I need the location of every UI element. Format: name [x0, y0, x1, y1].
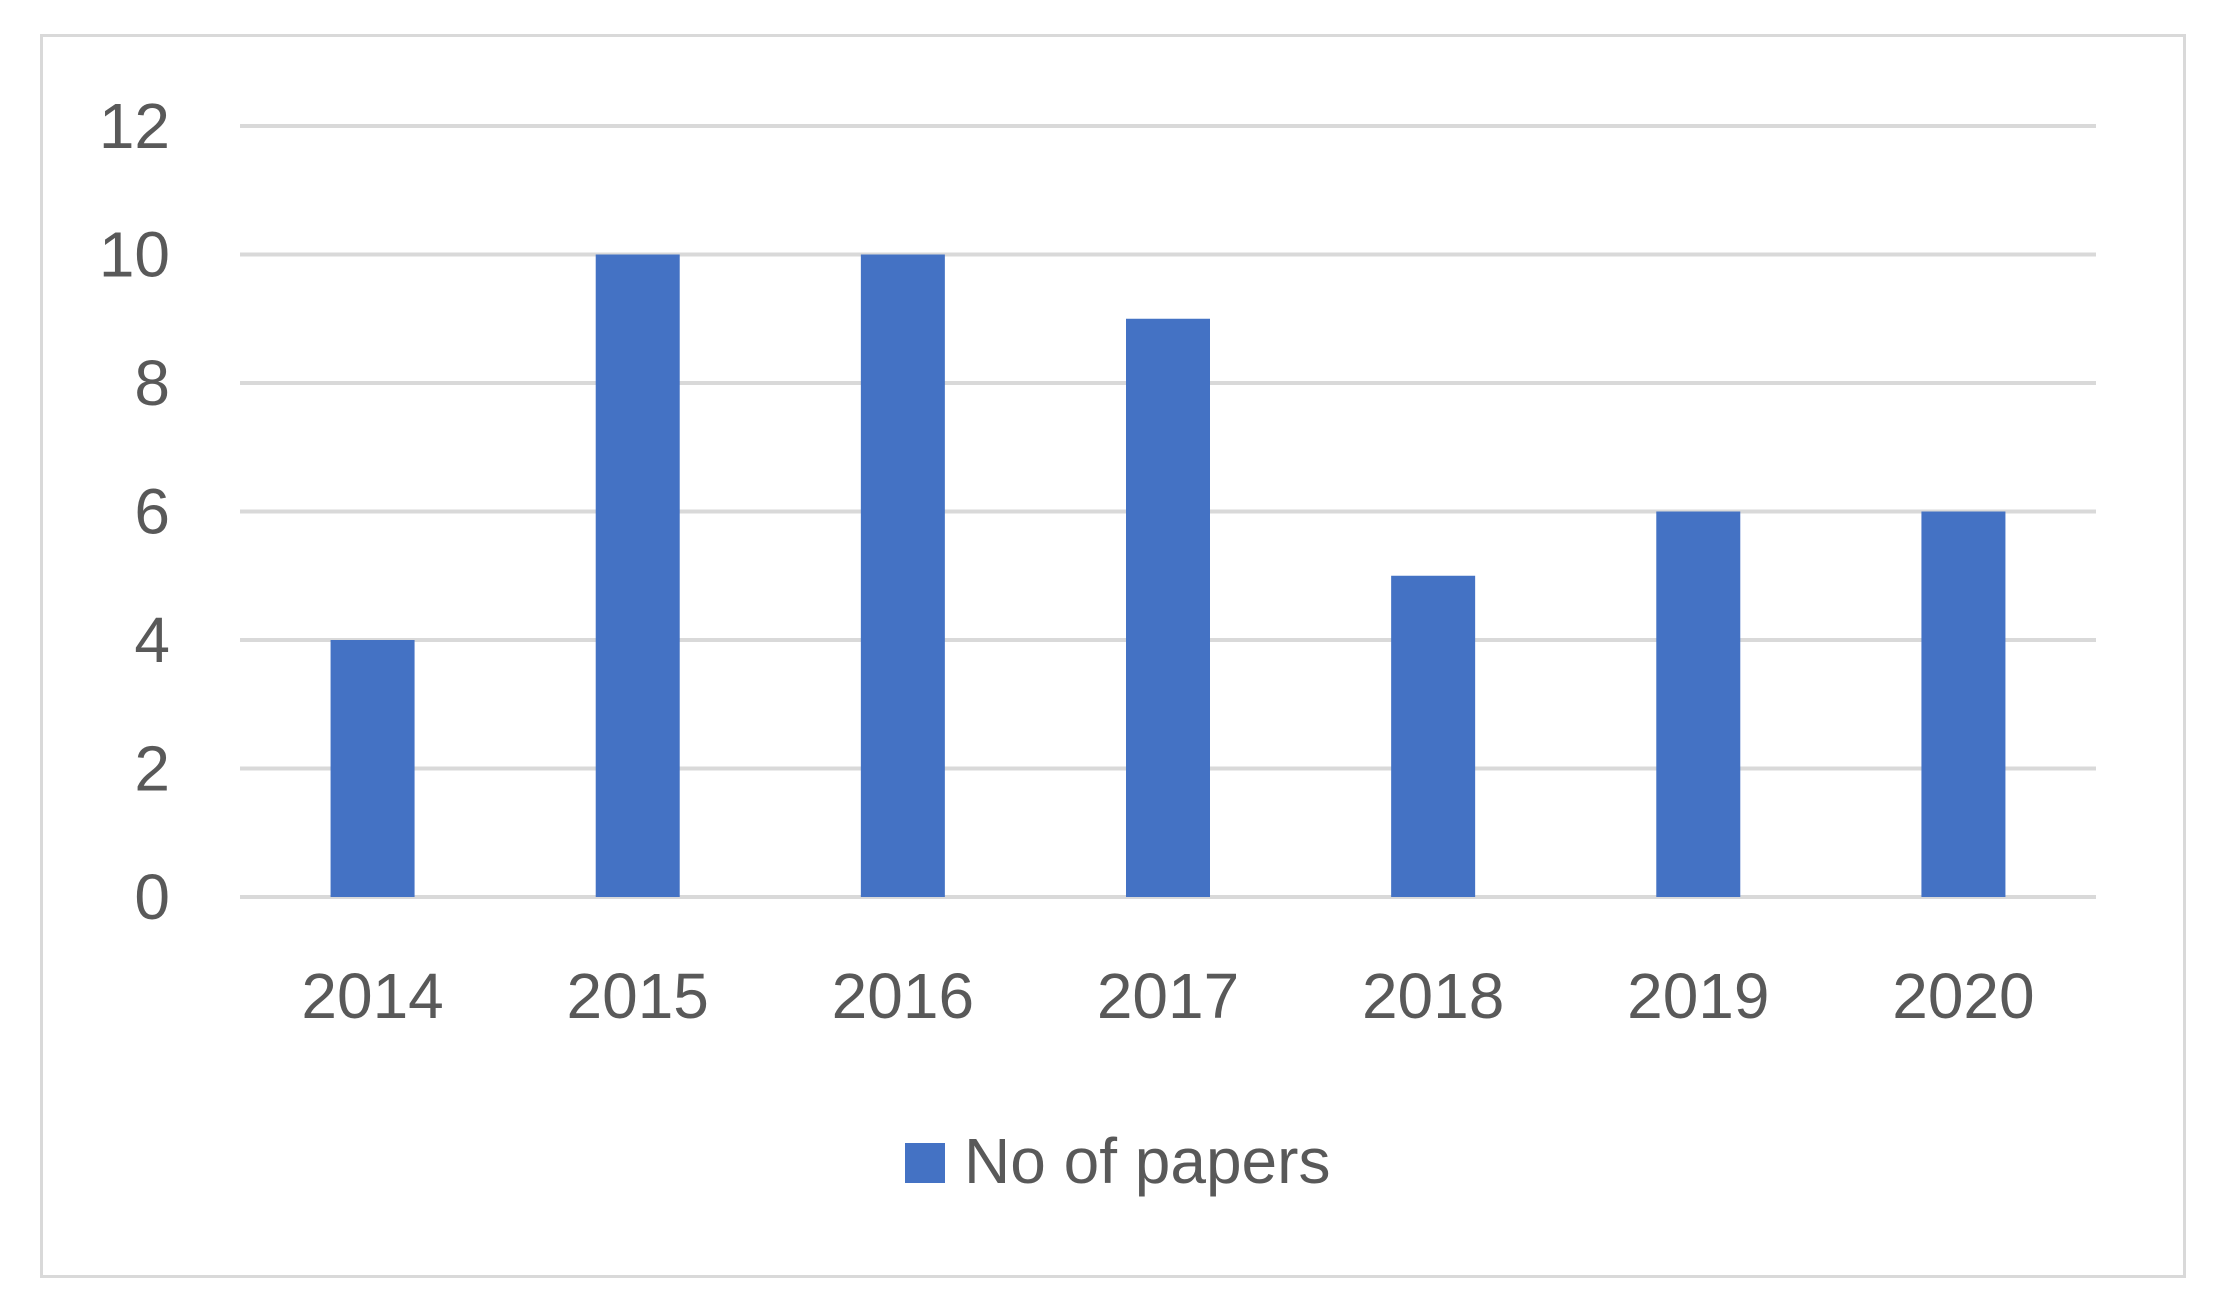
x-axis-ticks: 2014 2015 2016 2017 2018 2019 2020: [301, 960, 2034, 1032]
x-tick-label: 2020: [1892, 960, 2034, 1032]
legend: No of papers: [905, 1125, 1330, 1197]
x-tick-label: 2018: [1362, 960, 1504, 1032]
y-tick-label: 6: [134, 476, 170, 548]
y-tick-label: 0: [134, 861, 170, 933]
y-axis-ticks: 0 2 4 6 8 10 12: [99, 90, 170, 933]
legend-swatch: [905, 1143, 945, 1183]
bar: [1391, 575, 1476, 897]
bar: [595, 254, 680, 897]
bar: [860, 254, 945, 897]
x-tick-label: 2017: [1097, 960, 1239, 1032]
x-tick-label: 2016: [832, 960, 974, 1032]
legend-label: No of papers: [964, 1125, 1330, 1197]
x-tick-label: 2014: [301, 960, 443, 1032]
y-tick-label: 10: [99, 219, 170, 291]
y-tick-label: 12: [99, 90, 170, 162]
bars: [330, 254, 2006, 897]
y-tick-label: 4: [134, 604, 170, 676]
y-tick-label: 8: [134, 347, 170, 419]
x-tick-label: 2015: [567, 960, 709, 1032]
x-tick-label: 2019: [1627, 960, 1769, 1032]
bar: [330, 640, 415, 897]
bar: [1126, 318, 1210, 897]
bar: [1656, 511, 1741, 897]
bar: [1921, 511, 2006, 897]
y-tick-label: 2: [134, 733, 170, 805]
